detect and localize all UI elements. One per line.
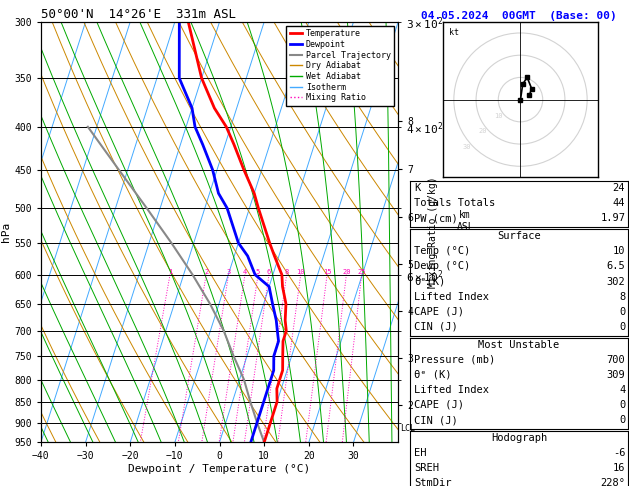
Text: LCL: LCL bbox=[401, 424, 415, 433]
Text: Hodograph: Hodograph bbox=[491, 433, 547, 443]
Text: Temp (°C): Temp (°C) bbox=[414, 246, 470, 257]
Text: 6: 6 bbox=[267, 269, 271, 275]
Text: Lifted Index: Lifted Index bbox=[414, 385, 489, 395]
Text: Dewp (°C): Dewp (°C) bbox=[414, 261, 470, 272]
Text: 50°00'N  14°26'E  331m ASL: 50°00'N 14°26'E 331m ASL bbox=[41, 8, 236, 21]
Text: 700: 700 bbox=[606, 355, 625, 365]
Text: 4: 4 bbox=[243, 269, 247, 275]
Text: 228°: 228° bbox=[600, 478, 625, 486]
Text: 3: 3 bbox=[226, 269, 231, 275]
Text: 30: 30 bbox=[463, 144, 471, 150]
Text: 20: 20 bbox=[479, 128, 487, 134]
Text: CIN (J): CIN (J) bbox=[414, 322, 458, 332]
Text: CAPE (J): CAPE (J) bbox=[414, 307, 464, 317]
Y-axis label: km
ASL: km ASL bbox=[456, 210, 474, 232]
Legend: Temperature, Dewpoint, Parcel Trajectory, Dry Adiabat, Wet Adiabat, Isotherm, Mi: Temperature, Dewpoint, Parcel Trajectory… bbox=[286, 26, 394, 105]
Text: CIN (J): CIN (J) bbox=[414, 415, 458, 425]
Text: 0: 0 bbox=[619, 322, 625, 332]
Text: -6: -6 bbox=[613, 448, 625, 458]
Text: PW (cm): PW (cm) bbox=[414, 213, 458, 224]
Text: 2: 2 bbox=[204, 269, 208, 275]
Text: 8: 8 bbox=[619, 292, 625, 302]
Text: 25: 25 bbox=[357, 269, 366, 275]
Text: 6.5: 6.5 bbox=[606, 261, 625, 272]
Text: Pressure (mb): Pressure (mb) bbox=[414, 355, 495, 365]
Text: EH: EH bbox=[414, 448, 426, 458]
Text: Totals Totals: Totals Totals bbox=[414, 198, 495, 208]
Text: 10: 10 bbox=[613, 246, 625, 257]
Text: 1.97: 1.97 bbox=[600, 213, 625, 224]
Text: θᵉ (K): θᵉ (K) bbox=[414, 370, 452, 380]
Text: 10: 10 bbox=[296, 269, 305, 275]
Text: SREH: SREH bbox=[414, 463, 439, 473]
Text: 5: 5 bbox=[256, 269, 260, 275]
Text: kt: kt bbox=[449, 28, 459, 37]
Text: 4: 4 bbox=[619, 385, 625, 395]
Text: 16: 16 bbox=[613, 463, 625, 473]
Text: 302: 302 bbox=[606, 277, 625, 287]
Text: 44: 44 bbox=[613, 198, 625, 208]
Text: 1: 1 bbox=[168, 269, 172, 275]
Text: 10: 10 bbox=[494, 113, 503, 119]
Text: Mixing Ratio (g/kg): Mixing Ratio (g/kg) bbox=[428, 176, 438, 288]
Text: K: K bbox=[414, 183, 420, 193]
Text: 8: 8 bbox=[284, 269, 289, 275]
Text: 309: 309 bbox=[606, 370, 625, 380]
Text: 20: 20 bbox=[342, 269, 350, 275]
X-axis label: Dewpoint / Temperature (°C): Dewpoint / Temperature (°C) bbox=[128, 464, 311, 474]
Text: CAPE (J): CAPE (J) bbox=[414, 400, 464, 410]
Text: 0: 0 bbox=[619, 415, 625, 425]
Text: Surface: Surface bbox=[497, 231, 541, 242]
Text: Most Unstable: Most Unstable bbox=[478, 340, 560, 350]
Text: StmDir: StmDir bbox=[414, 478, 452, 486]
Text: 15: 15 bbox=[323, 269, 331, 275]
Text: θᵉ(K): θᵉ(K) bbox=[414, 277, 445, 287]
Text: 0: 0 bbox=[619, 400, 625, 410]
Y-axis label: hPa: hPa bbox=[1, 222, 11, 242]
Text: 24: 24 bbox=[613, 183, 625, 193]
Text: 0: 0 bbox=[619, 307, 625, 317]
Text: Lifted Index: Lifted Index bbox=[414, 292, 489, 302]
Text: 04.05.2024  00GMT  (Base: 00): 04.05.2024 00GMT (Base: 00) bbox=[421, 11, 617, 21]
